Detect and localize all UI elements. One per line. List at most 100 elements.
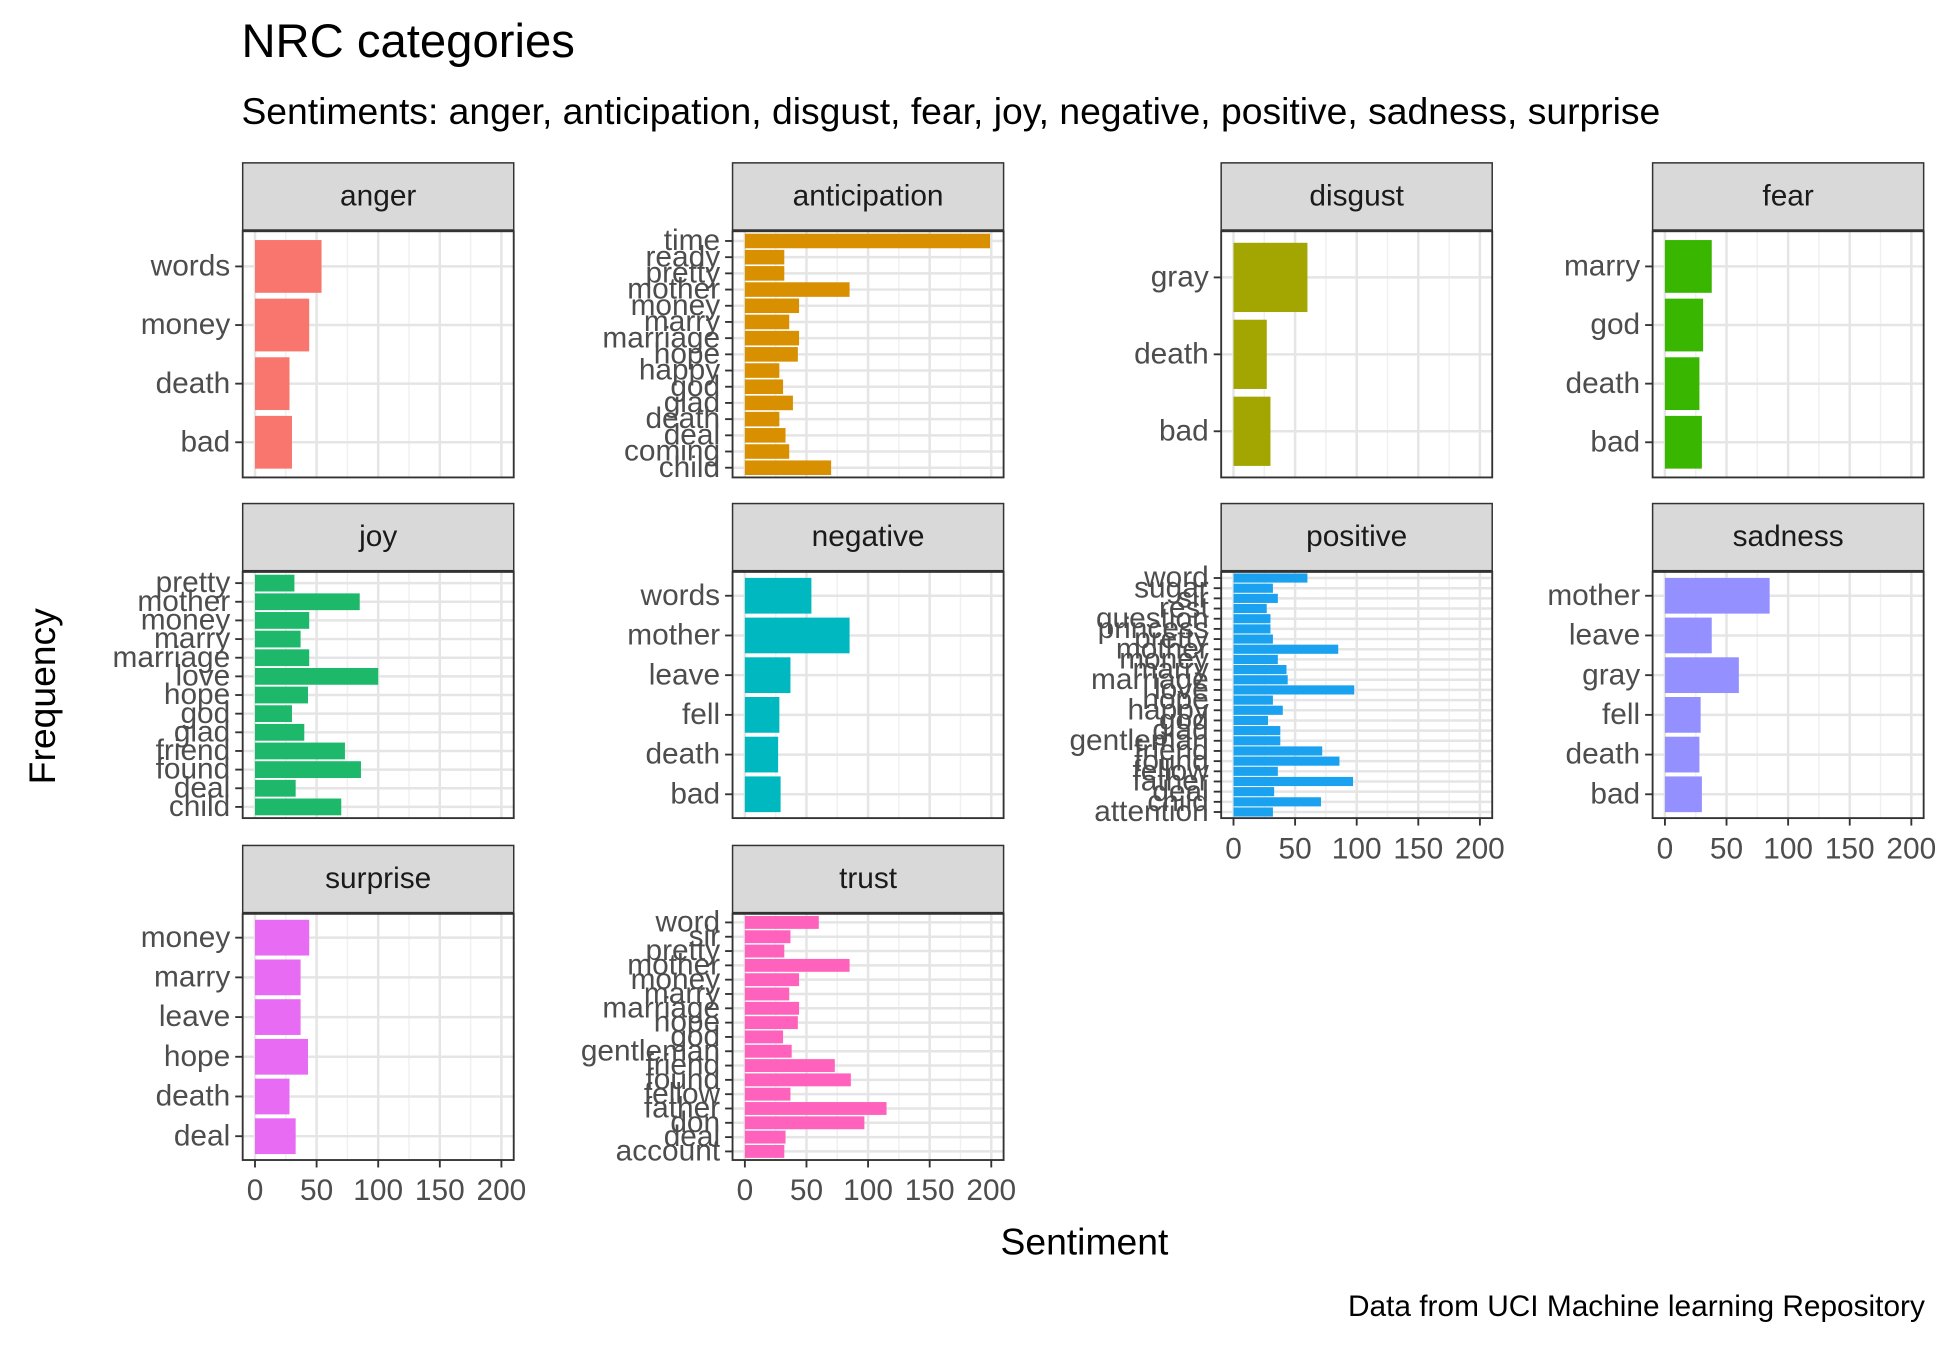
facet-title: fear bbox=[1762, 180, 1813, 213]
bar bbox=[744, 1073, 851, 1087]
strip bbox=[1220, 162, 1493, 231]
x-tick-label: 50 bbox=[1710, 832, 1743, 865]
bar bbox=[255, 705, 292, 723]
x-tick-label: 0 bbox=[737, 1174, 754, 1207]
strip bbox=[241, 502, 515, 572]
bar bbox=[1233, 654, 1278, 664]
strip bbox=[241, 162, 515, 231]
y-tick-label: money bbox=[1119, 643, 1209, 676]
panel-border bbox=[1220, 230, 1494, 479]
y-tick-label: death bbox=[1566, 367, 1641, 400]
x-tick-label: 50 bbox=[790, 1174, 823, 1207]
bar bbox=[1233, 776, 1354, 787]
bar bbox=[1233, 603, 1267, 614]
bar bbox=[255, 959, 301, 996]
bar bbox=[1233, 624, 1271, 634]
y-tick-label: money bbox=[631, 289, 721, 322]
y-tick-label: found bbox=[645, 1063, 720, 1096]
bar bbox=[744, 1044, 792, 1058]
bar bbox=[1664, 298, 1704, 352]
bar bbox=[1664, 357, 1700, 411]
bar bbox=[744, 1130, 786, 1144]
x-axis-title: Sentiment bbox=[1000, 1220, 1168, 1262]
bar bbox=[1233, 715, 1268, 726]
y-tick-label: hope bbox=[654, 337, 720, 370]
y-tick-label: leave bbox=[649, 658, 720, 691]
y-tick-label: mother bbox=[627, 619, 720, 652]
x-tick-label: 200 bbox=[966, 1174, 1016, 1207]
y-tick-label: bad bbox=[670, 777, 720, 810]
y-tick-label: death bbox=[645, 402, 720, 435]
facet-title: positive bbox=[1306, 520, 1407, 553]
bar bbox=[744, 697, 780, 733]
y-tick-label: love bbox=[176, 659, 231, 692]
y-tick-label: friend bbox=[156, 734, 231, 767]
y-tick-label: death bbox=[156, 1080, 231, 1113]
y-tick-label: deal bbox=[1152, 775, 1208, 808]
bar bbox=[255, 667, 379, 685]
y-tick-label: marriage bbox=[113, 641, 231, 674]
bar bbox=[1233, 644, 1339, 654]
bar bbox=[255, 630, 301, 648]
bar bbox=[744, 1144, 785, 1158]
bar bbox=[744, 266, 785, 281]
bar bbox=[1233, 736, 1281, 746]
y-tick-label: gentleman bbox=[581, 1034, 720, 1067]
y-tick-label: time bbox=[664, 224, 720, 257]
y-tick-label: father bbox=[1132, 765, 1208, 798]
y-tick-label: money bbox=[141, 308, 231, 341]
y-tick-label: marry bbox=[1564, 250, 1640, 283]
bar bbox=[1233, 614, 1271, 624]
bar bbox=[255, 415, 292, 469]
bar bbox=[744, 298, 800, 314]
chart-subtitle: Sentiments: anger, anticipation, disgust… bbox=[241, 90, 1660, 132]
bar bbox=[1233, 766, 1278, 776]
y-tick-label: happy bbox=[639, 354, 720, 387]
bar bbox=[744, 363, 780, 378]
y-tick-label: child bbox=[1147, 785, 1208, 818]
x-tick-label: 200 bbox=[1886, 832, 1936, 865]
y-tick-label: leave bbox=[159, 1000, 230, 1033]
x-tick-label: 0 bbox=[1225, 832, 1242, 865]
strip bbox=[731, 502, 1005, 572]
bar bbox=[744, 428, 786, 443]
bar bbox=[1233, 726, 1281, 736]
x-tick-label: 0 bbox=[1657, 832, 1674, 865]
y-tick-label: princess bbox=[1098, 612, 1209, 645]
y-tick-label: god bbox=[1159, 704, 1209, 737]
y-tick-label: words bbox=[150, 250, 231, 283]
y-tick-label: death bbox=[1134, 337, 1209, 370]
bar bbox=[744, 1030, 784, 1044]
y-tick-label: fellow bbox=[1132, 754, 1209, 787]
bar bbox=[744, 1087, 791, 1101]
y-tick-label: gray bbox=[1582, 658, 1640, 691]
y-tick-label: pretty bbox=[156, 566, 231, 599]
y-tick-label: mother bbox=[137, 585, 230, 618]
bar bbox=[1664, 736, 1700, 773]
y-tick-label: death bbox=[645, 738, 720, 771]
y-tick-label: leave bbox=[1569, 619, 1640, 652]
bar bbox=[1233, 573, 1308, 583]
facet-title: surprise bbox=[325, 862, 431, 895]
y-tick-label: mother bbox=[1116, 632, 1209, 665]
y-tick-label: sugar bbox=[1134, 571, 1209, 604]
bar bbox=[1233, 242, 1308, 313]
bar bbox=[744, 1001, 800, 1015]
y-tick-label: deal bbox=[664, 418, 720, 451]
bar bbox=[255, 298, 310, 352]
y-tick-label: marriage bbox=[602, 991, 720, 1024]
bar bbox=[1233, 695, 1273, 705]
y-tick-label: deal bbox=[664, 1120, 720, 1153]
facet-title: negative bbox=[812, 520, 925, 553]
y-tick-label: pretty bbox=[646, 256, 721, 289]
facet-title: sadness bbox=[1733, 520, 1844, 553]
y-tick-label: don bbox=[670, 1106, 720, 1139]
y-tick-label: child bbox=[169, 790, 230, 823]
bar bbox=[1233, 593, 1278, 603]
y-tick-label: marry bbox=[154, 960, 230, 993]
bar bbox=[1664, 240, 1712, 293]
panel-border bbox=[241, 230, 515, 479]
facet-title: anticipation bbox=[793, 180, 944, 213]
x-tick-label: 150 bbox=[905, 1174, 955, 1207]
